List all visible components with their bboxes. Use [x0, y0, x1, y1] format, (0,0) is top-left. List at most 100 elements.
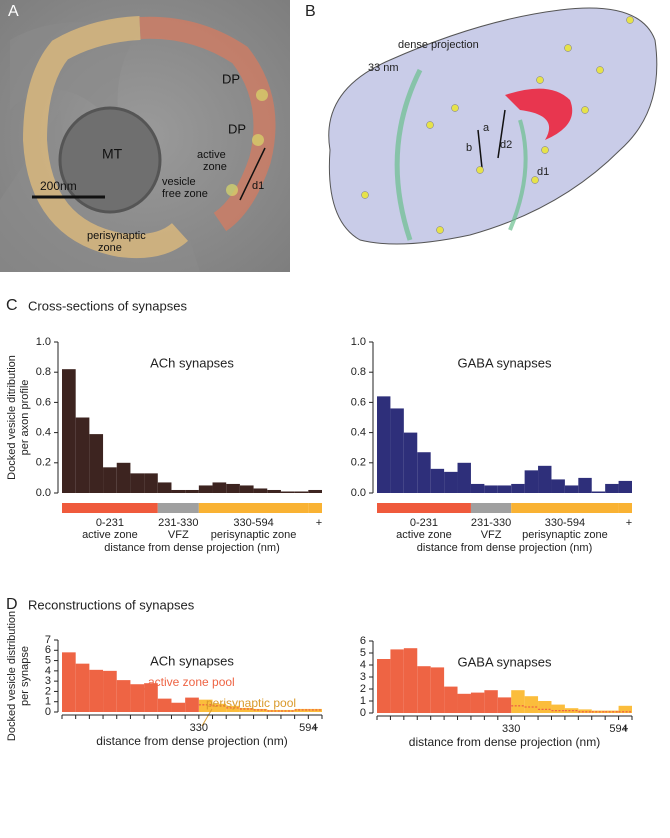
cross-section	[394, 68, 423, 241]
y-axis-label: per synapse	[19, 646, 31, 706]
bar	[103, 670, 117, 712]
region-label: 0-231	[96, 517, 124, 529]
region-sublabel: VFZ	[481, 529, 502, 541]
bar	[198, 699, 213, 712]
region-label: 330-594	[545, 517, 585, 529]
bar	[185, 489, 199, 493]
bar	[116, 462, 131, 493]
vesicle	[581, 106, 589, 114]
label: b	[466, 142, 472, 154]
bar	[75, 663, 90, 712]
bar	[116, 680, 131, 712]
label: a	[483, 122, 490, 134]
vesicle	[226, 184, 238, 196]
y-tick-label: 0.2	[351, 457, 366, 469]
x-tick-label: +	[312, 722, 318, 734]
bar	[171, 702, 186, 712]
y-tick-label: 0.8	[351, 366, 366, 378]
bar	[497, 485, 512, 493]
region-label: 231-330	[471, 517, 511, 529]
bar	[430, 667, 445, 713]
y-axis-label: Docked vesicle distribution	[6, 611, 18, 741]
y-tick-label: 7	[45, 634, 51, 646]
region-label: 231-330	[158, 517, 198, 529]
vesicle	[564, 44, 572, 52]
bar	[89, 669, 104, 712]
bar	[538, 701, 552, 713]
chart-title: ACh synapses	[150, 653, 234, 668]
bar	[591, 491, 606, 493]
bar	[157, 698, 172, 712]
bar	[253, 708, 268, 712]
bar	[444, 686, 458, 713]
bar	[605, 710, 619, 713]
region-band	[62, 503, 158, 513]
bar	[267, 709, 281, 712]
y-tick-label: 0.2	[36, 457, 51, 469]
chart-title: ACh synapses	[150, 355, 234, 370]
vesicle	[426, 121, 434, 129]
y-tick-label: 0.4	[351, 427, 366, 439]
region-band	[377, 503, 471, 513]
bar	[524, 696, 539, 713]
y-tick-label: 1.0	[351, 336, 366, 348]
x-axis-label: distance from dense projection (nm)	[409, 735, 600, 749]
y-axis-label: Docked vesicle ditribution	[6, 355, 18, 480]
bar	[144, 473, 158, 493]
vesicle	[596, 66, 604, 74]
perisynaptic-zone	[22, 16, 189, 259]
y-tick-label: 0	[360, 707, 366, 719]
bar	[308, 708, 322, 712]
bar	[144, 683, 158, 712]
bar	[538, 465, 552, 493]
bar	[605, 483, 619, 493]
region-sublabel: perisynaptic zone	[211, 529, 297, 541]
label: 33 nm	[368, 62, 399, 74]
bar	[157, 482, 172, 493]
region-sublabel: VFZ	[168, 529, 189, 541]
vesicle	[436, 226, 444, 234]
region-label: 0-231	[410, 517, 438, 529]
label: DP	[222, 71, 240, 86]
label: active	[197, 149, 226, 161]
bar	[62, 369, 76, 493]
bar	[470, 483, 485, 493]
bar	[417, 666, 431, 713]
label: perisynaptic	[87, 230, 146, 242]
y-tick-label: 6	[360, 635, 366, 647]
bar	[511, 483, 525, 493]
arrow	[497, 109, 506, 159]
y-tick-label: 4	[45, 665, 51, 677]
bar	[403, 648, 418, 713]
vesicle	[541, 146, 549, 154]
label: dense projection	[398, 39, 479, 51]
bar	[511, 690, 525, 713]
bar	[212, 482, 227, 493]
bar	[89, 434, 104, 493]
legend-pointer	[131, 686, 147, 703]
cross-section	[508, 119, 528, 231]
x-axis-label: distance from dense projection (nm)	[417, 542, 592, 554]
y-tick-label: 2	[45, 685, 51, 697]
bar	[198, 485, 213, 493]
membrane	[10, 22, 140, 130]
bar	[390, 649, 404, 713]
x-tick-label: 330	[502, 723, 520, 735]
bar	[280, 709, 295, 712]
y-tick-label: 3	[360, 671, 366, 683]
region-band	[308, 503, 322, 513]
chart-title: GABA synapses	[458, 654, 552, 669]
bar	[551, 479, 565, 493]
y-tick-label: 5	[360, 647, 366, 659]
bar	[578, 477, 592, 493]
bar	[239, 707, 254, 712]
bar	[591, 710, 606, 713]
membrane	[0, 110, 200, 272]
bar	[103, 467, 117, 493]
section-title: Reconstructions of synapses	[28, 597, 195, 612]
y-tick-label: 1.0	[36, 336, 51, 348]
y-tick-label: 3	[45, 675, 51, 687]
axon-surface	[328, 7, 658, 245]
y-tick-label: 2	[360, 683, 366, 695]
